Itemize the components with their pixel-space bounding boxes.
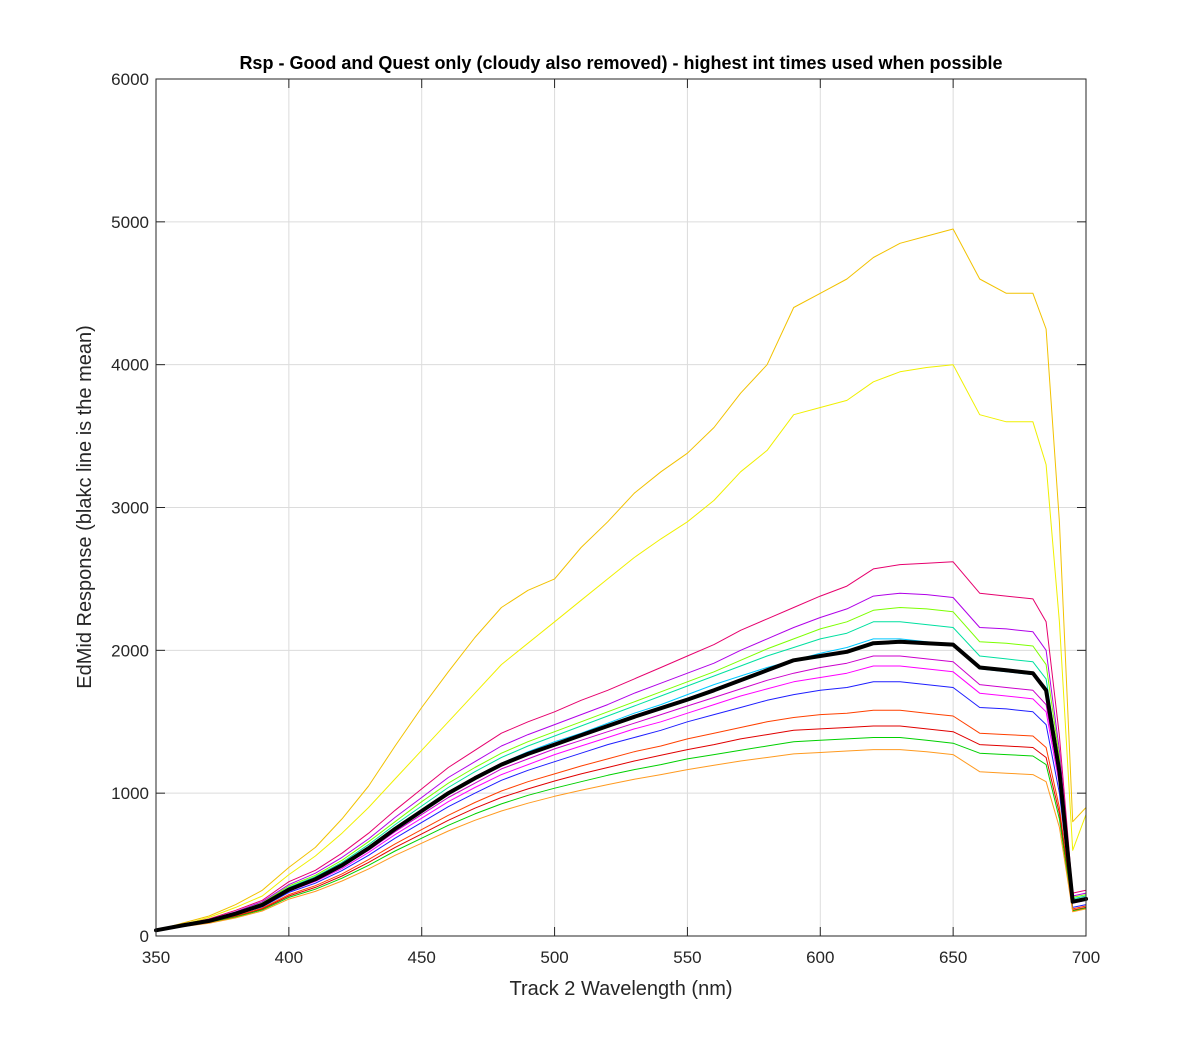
y-tick-label: 6000: [111, 70, 149, 89]
x-tick-label: 600: [806, 948, 834, 967]
series-line-5: [155, 607, 1087, 931]
grid-lines: [156, 79, 1086, 936]
x-tick-label: 700: [1072, 948, 1100, 967]
x-tick-label: 350: [142, 948, 170, 967]
series-line-11: [155, 709, 1087, 931]
y-tick-label: 1000: [111, 784, 149, 803]
series-layer: [154, 228, 1088, 933]
series-line-14: [155, 749, 1087, 931]
series-line-4: [155, 592, 1087, 931]
series-line-9: [155, 665, 1087, 931]
x-axis-label: Track 2 Wavelength (nm): [509, 978, 732, 1000]
series-line-10: [155, 681, 1087, 931]
y-tick-label: 2000: [111, 641, 149, 660]
x-tick-label: 500: [540, 948, 568, 967]
x-tick-label: 400: [275, 948, 303, 967]
chart-title: Rsp - Good and Quest only (cloudy also r…: [239, 53, 1002, 73]
x-tick-label: 450: [408, 948, 436, 967]
y-tick-label: 3000: [111, 499, 149, 518]
series-line-15: [154, 639, 1088, 933]
tick-marks: [155, 78, 1087, 937]
y-tick-label: 5000: [111, 213, 149, 232]
series-line-3: [155, 561, 1087, 931]
x-tick-label: 550: [673, 948, 701, 967]
y-axis-label: EdMid Response (blakc line is the mean): [74, 325, 96, 689]
y-tick-label: 0: [140, 927, 149, 946]
y-tick-label: 4000: [111, 356, 149, 375]
tick-labels: 350 400 450 500 550 600 650 700 0 1000 2000 3000 400…: [111, 70, 1100, 967]
series-line-1: [155, 228, 1087, 931]
series-line-6: [155, 621, 1087, 931]
x-tick-label: 650: [939, 948, 967, 967]
series-line-13: [155, 737, 1087, 931]
series-line-2: [155, 364, 1087, 931]
series-line-12: [155, 725, 1087, 931]
